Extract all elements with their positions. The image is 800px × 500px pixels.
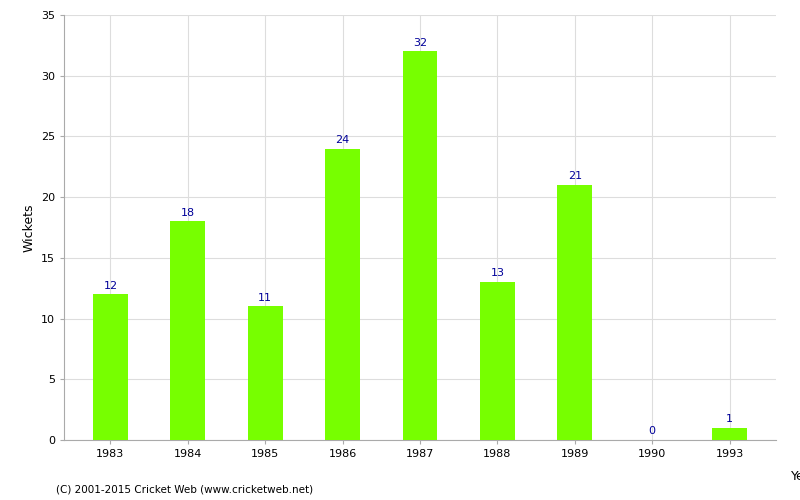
X-axis label: Year: Year (791, 470, 800, 483)
Text: 21: 21 (568, 172, 582, 181)
Bar (170, 222, 206, 440)
Bar (558, 185, 592, 440)
Bar (93, 294, 128, 440)
Y-axis label: Wickets: Wickets (22, 203, 35, 252)
Bar (248, 306, 282, 440)
Bar (480, 282, 515, 440)
Bar (402, 52, 438, 440)
Text: 13: 13 (490, 268, 504, 278)
Bar (712, 428, 747, 440)
Text: 0: 0 (649, 426, 656, 436)
Text: 1: 1 (726, 414, 733, 424)
Text: 11: 11 (258, 293, 272, 303)
Text: (C) 2001-2015 Cricket Web (www.cricketweb.net): (C) 2001-2015 Cricket Web (www.cricketwe… (56, 485, 313, 495)
Bar (325, 148, 360, 440)
Text: 24: 24 (335, 135, 350, 145)
Text: 32: 32 (413, 38, 427, 48)
Text: 18: 18 (181, 208, 195, 218)
Text: 12: 12 (103, 280, 118, 290)
